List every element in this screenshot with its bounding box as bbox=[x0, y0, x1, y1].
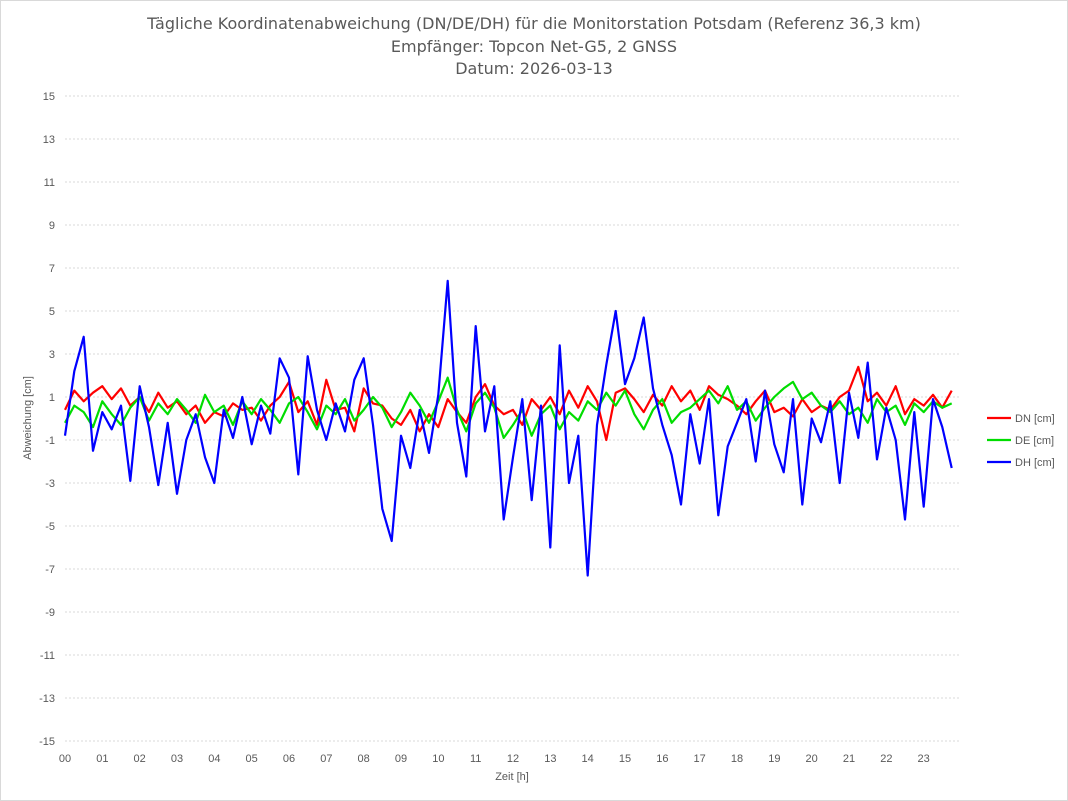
series-lines bbox=[63, 279, 953, 577]
x-tick-label: 03 bbox=[171, 753, 183, 765]
y-axis-title: Abweichung [cm] bbox=[22, 376, 34, 460]
y-tick-label: 13 bbox=[43, 134, 55, 146]
x-tick-label: 13 bbox=[544, 753, 556, 765]
legend: DN [cm] DE [cm] DH [cm] bbox=[987, 413, 1055, 469]
x-tick-label: 05 bbox=[246, 753, 258, 765]
series-line-dn bbox=[64, 365, 953, 442]
x-tick-label: 22 bbox=[880, 753, 892, 765]
x-tick-label: 00 bbox=[59, 753, 71, 765]
x-axis-title: Zeit [h] bbox=[495, 771, 529, 783]
x-tick-label: 11 bbox=[470, 753, 481, 765]
x-tick-label: 08 bbox=[358, 753, 370, 765]
x-tick-label: 01 bbox=[96, 753, 108, 765]
y-axis-ticks: 15 13 11 9 7 5 3 1 -1 -3 -5 -7 -9 -11 -13 -15 bbox=[39, 91, 55, 748]
x-tick-label: 12 bbox=[507, 753, 519, 765]
x-tick-label: 21 bbox=[843, 753, 855, 765]
x-tick-label: 17 bbox=[694, 753, 706, 765]
y-tick-label: -3 bbox=[45, 478, 55, 490]
x-tick-label: 14 bbox=[582, 753, 594, 765]
x-tick-label: 19 bbox=[768, 753, 780, 765]
y-tick-label: -7 bbox=[45, 564, 55, 576]
x-tick-label: 02 bbox=[134, 753, 146, 765]
x-tick-label: 09 bbox=[395, 753, 407, 765]
x-tick-label: 06 bbox=[283, 753, 295, 765]
y-tick-label: -9 bbox=[45, 607, 55, 619]
y-tick-label: -15 bbox=[39, 736, 55, 748]
legend-label-dh: DH [cm] bbox=[1015, 457, 1055, 469]
chart-title-line-3: Datum: 2026-03-13 bbox=[455, 59, 613, 78]
x-tick-label: 10 bbox=[432, 753, 444, 765]
series-line-de bbox=[64, 376, 953, 439]
y-tick-label: 15 bbox=[43, 91, 55, 103]
chart-title-line-1: Tägliche Koordinatenabweichung (DN/DE/DH… bbox=[146, 14, 921, 33]
legend-label-de: DE [cm] bbox=[1015, 435, 1054, 447]
chart-title-line-2: Empfänger: Topcon Net-G5, 2 GNSS bbox=[391, 37, 677, 56]
chart-title: Tägliche Koordinatenabweichung (DN/DE/DH… bbox=[146, 14, 921, 78]
x-tick-label: 07 bbox=[320, 753, 332, 765]
y-tick-label: 5 bbox=[49, 306, 55, 318]
x-axis-ticks: 00 01 02 03 04 05 06 07 08 09 10 11 12 13 14 15 16 17 18 19… bbox=[59, 753, 930, 765]
x-tick-label: 15 bbox=[619, 753, 631, 765]
y-tick-label: -13 bbox=[39, 693, 55, 705]
x-tick-label: 04 bbox=[208, 753, 220, 765]
x-tick-label: 23 bbox=[918, 753, 930, 765]
y-tick-label: -11 bbox=[40, 650, 55, 662]
legend-label-dn: DN [cm] bbox=[1015, 413, 1055, 425]
x-tick-label: 20 bbox=[806, 753, 818, 765]
x-tick-label: 18 bbox=[731, 753, 743, 765]
x-tick-label: 16 bbox=[656, 753, 668, 765]
y-tick-label: 9 bbox=[49, 220, 55, 232]
y-tick-label: -1 bbox=[45, 435, 55, 447]
y-tick-label: -5 bbox=[45, 521, 55, 533]
y-tick-label: 7 bbox=[49, 263, 55, 275]
y-tick-label: 3 bbox=[49, 349, 55, 361]
y-tick-label: 1 bbox=[49, 392, 55, 404]
series-line-dh bbox=[63, 279, 953, 577]
y-tick-label: 11 bbox=[44, 177, 55, 189]
